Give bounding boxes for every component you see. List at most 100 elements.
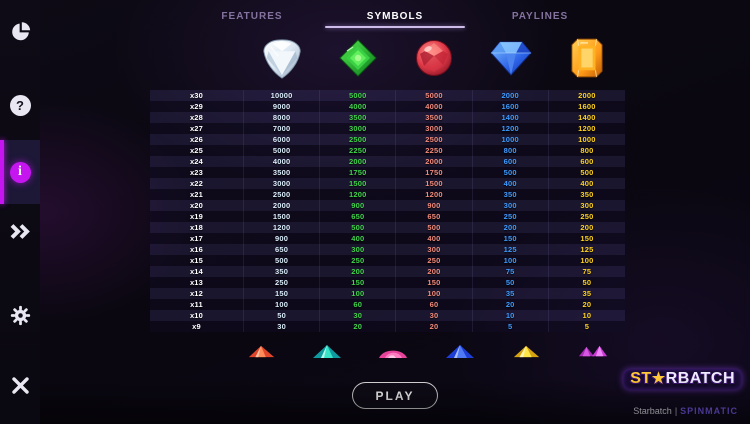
multiplier-cell: x16 bbox=[150, 244, 244, 255]
payout-cell-orange-gem: 500 bbox=[580, 167, 594, 177]
starbatch-logo: ST★RBATCH bbox=[623, 369, 742, 390]
payout-cell-red-gem: 30 bbox=[396, 310, 473, 321]
logo-text-rbatch: RBATCH bbox=[665, 370, 735, 387]
paytable-row: x14 350 200 200 75 75 bbox=[150, 266, 625, 277]
payout-cell-red-gem: 60 bbox=[396, 299, 473, 310]
payout-cell-orange-gem: 5 bbox=[584, 321, 590, 331]
payout-cell-blue-diamond: 500 bbox=[473, 167, 549, 178]
payout-cell-red-gem: 400 bbox=[396, 233, 473, 244]
payout-cell-blue-diamond: 600 bbox=[473, 156, 549, 167]
payout-cell-red-gem: 900 bbox=[396, 200, 473, 211]
payout-cell-orange-gem: 350 bbox=[580, 189, 594, 199]
tab-symbols[interactable]: SYMBOLS bbox=[367, 6, 423, 26]
payout-cell-red-gem: 1200 bbox=[396, 189, 473, 200]
payout-cell-green-gem: 2000 bbox=[320, 156, 397, 167]
payout-cell-red-gem: 4000 bbox=[396, 101, 473, 112]
payout-cell-orange-gem: 800 bbox=[580, 145, 594, 155]
payout-cell-white-diamond: 4000 bbox=[244, 156, 321, 167]
payout-cell-green-gem: 100 bbox=[320, 288, 397, 299]
multiplier-cell: x25 bbox=[150, 145, 244, 156]
active-tab-underline bbox=[325, 26, 465, 28]
payout-cell-orange-gem: 50 bbox=[582, 277, 592, 287]
payout-cell-white-diamond: 6000 bbox=[244, 134, 321, 145]
payout-cell-red-gem: 500 bbox=[396, 222, 473, 233]
paytable-row: x11 100 60 60 20 20 bbox=[150, 299, 625, 310]
payout-cell-white-diamond: 900 bbox=[244, 233, 321, 244]
multiplier-cell: x26 bbox=[150, 134, 244, 145]
payout-cell-green-gem: 500 bbox=[320, 222, 397, 233]
small-pink-gem-icon bbox=[377, 344, 409, 365]
payout-cell-green-gem: 4000 bbox=[320, 101, 397, 112]
multiplier-cell: x11 bbox=[150, 299, 244, 310]
paytable-row: x18 1200 500 500 200 200 bbox=[150, 222, 625, 233]
payout-cell-white-diamond: 2000 bbox=[244, 200, 321, 211]
payout-cell-orange-gem: 2000 bbox=[578, 90, 596, 100]
payout-cell-blue-diamond: 50 bbox=[473, 277, 549, 288]
brand-name: Starbatch bbox=[633, 406, 672, 416]
payout-cell-blue-diamond: 1600 bbox=[473, 101, 549, 112]
small-purple-gem-icon bbox=[576, 344, 610, 364]
payout-cell-green-gem: 30 bbox=[320, 310, 397, 321]
tab-paylines[interactable]: PAYLINES bbox=[512, 6, 568, 26]
payout-cell-blue-diamond: 35 bbox=[473, 288, 549, 299]
info-icon: i bbox=[9, 161, 31, 183]
multiplier-cell: x13 bbox=[150, 277, 244, 288]
close-button[interactable] bbox=[0, 367, 40, 407]
payout-cell-red-gem: 1750 bbox=[396, 167, 473, 178]
payout-cell-blue-diamond: 100 bbox=[473, 255, 549, 266]
skip-forward-button[interactable] bbox=[0, 213, 40, 253]
payout-cell-green-gem: 150 bbox=[320, 277, 397, 288]
paytable-row: x30 10000 5000 5000 2000 2000 bbox=[150, 90, 625, 101]
sidebar: ? i bbox=[0, 0, 40, 424]
payout-cell-white-diamond: 100 bbox=[244, 299, 321, 310]
payout-cell-white-diamond: 250 bbox=[244, 277, 321, 288]
payout-cell-green-gem: 900 bbox=[320, 200, 397, 211]
multiplier-cell: x12 bbox=[150, 288, 244, 299]
payout-cell-white-diamond: 9000 bbox=[244, 101, 321, 112]
payout-cell-white-diamond: 1500 bbox=[244, 211, 321, 222]
multiplier-cell: x14 bbox=[150, 266, 244, 277]
payout-cell-blue-diamond: 1200 bbox=[473, 123, 549, 134]
info-button[interactable]: i bbox=[0, 152, 40, 192]
payout-cell-red-gem: 200 bbox=[396, 266, 473, 277]
payout-cell-green-gem: 400 bbox=[320, 233, 397, 244]
payout-cell-orange-gem: 1000 bbox=[578, 134, 596, 144]
paytable-row: x23 3500 1750 1750 500 500 bbox=[150, 167, 625, 178]
payout-cell-white-diamond: 50 bbox=[244, 310, 321, 321]
multiplier-cell: x10 bbox=[150, 310, 244, 321]
payout-cell-orange-gem: 100 bbox=[580, 255, 594, 265]
payout-cell-red-gem: 100 bbox=[396, 288, 473, 299]
paytable-body[interactable]: x30 10000 5000 5000 2000 2000 x29 9000 4000 4000 1… bbox=[150, 90, 625, 332]
paytable-row: x10 50 30 30 10 10 bbox=[150, 310, 625, 321]
orange-gem-icon bbox=[570, 37, 604, 84]
payout-cell-white-diamond: 3500 bbox=[244, 167, 321, 178]
payout-cell-green-gem: 5000 bbox=[320, 90, 397, 101]
payout-cell-orange-gem: 20 bbox=[582, 299, 592, 309]
payout-cell-blue-diamond: 10 bbox=[473, 310, 549, 321]
payout-cell-orange-gem: 150 bbox=[580, 233, 594, 243]
paytable-stats-button[interactable] bbox=[0, 13, 40, 53]
multiplier-cell: x22 bbox=[150, 178, 244, 189]
payout-cell-blue-diamond: 400 bbox=[473, 178, 549, 189]
multiplier-cell: x23 bbox=[150, 167, 244, 178]
payout-cell-red-gem: 2500 bbox=[396, 134, 473, 145]
multiplier-cell: x18 bbox=[150, 222, 244, 233]
payout-cell-blue-diamond: 2000 bbox=[473, 90, 549, 101]
payout-cell-green-gem: 300 bbox=[320, 244, 397, 255]
multiplier-cell: x30 bbox=[150, 90, 244, 101]
tab-features[interactable]: FEATURES bbox=[221, 6, 282, 26]
payout-cell-white-diamond: 10000 bbox=[244, 90, 321, 101]
multiplier-cell: x28 bbox=[150, 112, 244, 123]
help-button[interactable]: ? bbox=[0, 85, 40, 125]
logo-star-icon: ★ bbox=[651, 370, 666, 387]
payout-cell-red-gem: 2000 bbox=[396, 156, 473, 167]
payout-cell-green-gem: 20 bbox=[320, 321, 397, 332]
brand-separator: | bbox=[674, 406, 678, 416]
play-button[interactable]: PLAY bbox=[352, 382, 438, 409]
payout-cell-red-gem: 650 bbox=[396, 211, 473, 222]
multiplier-cell: x20 bbox=[150, 200, 244, 211]
logo-text-st: ST bbox=[630, 370, 652, 387]
brand-credit: Starbatch | SPINMATIC bbox=[633, 406, 738, 416]
payout-cell-red-gem: 250 bbox=[396, 255, 473, 266]
settings-button[interactable] bbox=[0, 297, 40, 337]
